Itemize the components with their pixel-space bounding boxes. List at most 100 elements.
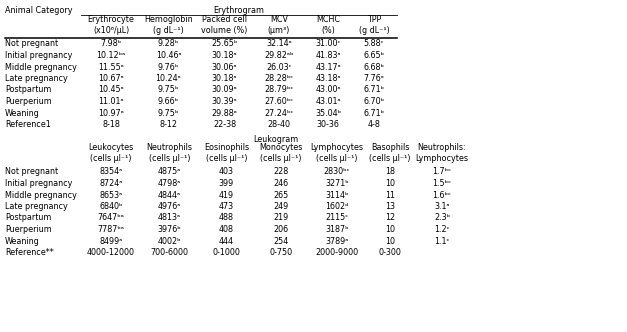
Text: Reference**: Reference** bbox=[5, 248, 54, 257]
Text: 10: 10 bbox=[385, 236, 395, 245]
Text: Monocytes
(cells μl⁻¹): Monocytes (cells μl⁻¹) bbox=[260, 143, 303, 163]
Text: 1.1ᶜ: 1.1ᶜ bbox=[435, 236, 450, 245]
Text: 9.75ᵇ: 9.75ᵇ bbox=[158, 86, 179, 95]
Text: 10.24ᵃ: 10.24ᵃ bbox=[155, 74, 181, 83]
Text: 10.67ᵃ: 10.67ᵃ bbox=[98, 74, 124, 83]
Text: 8724ᵃ: 8724ᵃ bbox=[99, 179, 123, 188]
Text: Not pregnant: Not pregnant bbox=[5, 40, 58, 48]
Text: Initial pregnancy: Initial pregnancy bbox=[5, 179, 72, 188]
Text: 30.39ᵃ: 30.39ᵃ bbox=[212, 97, 238, 106]
Text: Eosinophils
(cells μl⁻¹): Eosinophils (cells μl⁻¹) bbox=[204, 143, 249, 163]
Text: 11: 11 bbox=[385, 191, 395, 200]
Text: Erythrocyte
(x10⁶/μL): Erythrocyte (x10⁶/μL) bbox=[88, 16, 134, 35]
Text: 4844ᵃ: 4844ᵃ bbox=[158, 191, 181, 200]
Text: 254: 254 bbox=[273, 236, 288, 245]
Text: 2830ᵇᶜ: 2830ᵇᶜ bbox=[324, 168, 350, 177]
Text: 8499ᵃ: 8499ᵃ bbox=[99, 236, 123, 245]
Text: Leukogram: Leukogram bbox=[253, 135, 298, 144]
Text: 4002ᵇ: 4002ᵇ bbox=[157, 236, 181, 245]
Text: 29.88ᵃ: 29.88ᵃ bbox=[211, 109, 238, 118]
Text: 1.6ᵇᶜ: 1.6ᵇᶜ bbox=[433, 191, 451, 200]
Text: 8354ᵃ: 8354ᵃ bbox=[99, 168, 123, 177]
Text: 13: 13 bbox=[385, 202, 395, 211]
Text: 43.01ᵃ: 43.01ᵃ bbox=[315, 97, 341, 106]
Text: 399: 399 bbox=[219, 179, 234, 188]
Text: Weaning: Weaning bbox=[5, 236, 40, 245]
Text: 1.5ᵇᶜ: 1.5ᵇᶜ bbox=[433, 179, 451, 188]
Text: 10: 10 bbox=[385, 225, 395, 234]
Text: 43.17ᵃ: 43.17ᵃ bbox=[315, 62, 341, 71]
Text: Puerperium: Puerperium bbox=[5, 97, 52, 106]
Text: 3.1ᵃ: 3.1ᵃ bbox=[434, 202, 450, 211]
Text: 3976ᵇ: 3976ᵇ bbox=[157, 225, 181, 234]
Text: 9.28ᵇ: 9.28ᵇ bbox=[158, 40, 179, 48]
Text: 30.06ᵃ: 30.06ᵃ bbox=[212, 62, 237, 71]
Text: 6.70ᵇ: 6.70ᵇ bbox=[364, 97, 384, 106]
Text: 6.71ᵇ: 6.71ᵇ bbox=[364, 86, 384, 95]
Text: 444: 444 bbox=[219, 236, 234, 245]
Text: Leukocytes
(cells μl⁻¹): Leukocytes (cells μl⁻¹) bbox=[88, 143, 134, 163]
Text: 1.7ᵇᶜ: 1.7ᵇᶜ bbox=[433, 168, 451, 177]
Text: 0-1000: 0-1000 bbox=[213, 248, 240, 257]
Text: 10.46ᵃ: 10.46ᵃ bbox=[155, 51, 181, 60]
Text: Late pregnancy: Late pregnancy bbox=[5, 202, 68, 211]
Text: 10.97ᵃ: 10.97ᵃ bbox=[98, 109, 124, 118]
Text: 7787ᵇᵃ: 7787ᵇᵃ bbox=[98, 225, 125, 234]
Text: 30.18ᵃ: 30.18ᵃ bbox=[212, 51, 237, 60]
Text: 9.76ᵇ: 9.76ᵇ bbox=[158, 62, 179, 71]
Text: 2115ᶜ: 2115ᶜ bbox=[325, 213, 349, 222]
Text: Late pregnancy: Late pregnancy bbox=[5, 74, 68, 83]
Text: Middle pregnancy: Middle pregnancy bbox=[5, 191, 77, 200]
Text: 265: 265 bbox=[273, 191, 288, 200]
Text: TPP
(g dL⁻¹): TPP (g dL⁻¹) bbox=[359, 16, 389, 35]
Text: 30-36: 30-36 bbox=[317, 120, 339, 129]
Text: 35.04ᵇ: 35.04ᵇ bbox=[315, 109, 341, 118]
Text: 10.12ᵇᵃ: 10.12ᵇᵃ bbox=[97, 51, 125, 60]
Text: Puerperium: Puerperium bbox=[5, 225, 52, 234]
Text: 7647ᵇᵃ: 7647ᵇᵃ bbox=[98, 213, 124, 222]
Text: Basophils
(cells μl⁻¹): Basophils (cells μl⁻¹) bbox=[369, 143, 411, 163]
Text: 43.00ᵃ: 43.00ᵃ bbox=[315, 86, 341, 95]
Text: Erythrogram: Erythrogram bbox=[214, 6, 265, 15]
Text: 11.01ᵃ: 11.01ᵃ bbox=[98, 97, 124, 106]
Text: 4000-12000: 4000-12000 bbox=[87, 248, 135, 257]
Text: 28-40: 28-40 bbox=[268, 120, 290, 129]
Text: 2000-9000: 2000-9000 bbox=[315, 248, 359, 257]
Text: 11.55ᵃ: 11.55ᵃ bbox=[98, 62, 124, 71]
Text: Postpartum: Postpartum bbox=[5, 86, 51, 95]
Text: 32.14ᵃ: 32.14ᵃ bbox=[266, 40, 292, 48]
Text: 31.00ᶜ: 31.00ᶜ bbox=[315, 40, 340, 48]
Text: 10.45ᵃ: 10.45ᵃ bbox=[98, 86, 124, 95]
Text: 27.24ᵇᶜ: 27.24ᵇᶜ bbox=[265, 109, 293, 118]
Text: 4798ᵃ: 4798ᵃ bbox=[158, 179, 181, 188]
Text: Packed cell
volume (%): Packed cell volume (%) bbox=[201, 16, 248, 35]
Text: 408: 408 bbox=[219, 225, 234, 234]
Text: Not pregnant: Not pregnant bbox=[5, 168, 58, 177]
Text: 0-300: 0-300 bbox=[379, 248, 401, 257]
Text: Initial pregnancy: Initial pregnancy bbox=[5, 51, 72, 60]
Text: 8-18: 8-18 bbox=[102, 120, 120, 129]
Text: 6.68ᵇ: 6.68ᵇ bbox=[364, 62, 384, 71]
Text: MCV
(μm³): MCV (μm³) bbox=[268, 16, 290, 35]
Text: 1602ᵈ: 1602ᵈ bbox=[325, 202, 349, 211]
Text: 41.83ᵃ: 41.83ᵃ bbox=[315, 51, 341, 60]
Text: 7.98ᵇ: 7.98ᵇ bbox=[100, 40, 122, 48]
Text: 8653ᵃ: 8653ᵃ bbox=[99, 191, 123, 200]
Text: 25.65ᵇ: 25.65ᵇ bbox=[211, 40, 238, 48]
Text: 246: 246 bbox=[273, 179, 288, 188]
Text: 22-38: 22-38 bbox=[213, 120, 236, 129]
Text: 7.76ᵃ: 7.76ᵃ bbox=[364, 74, 384, 83]
Text: 3789ᵃ: 3789ᵃ bbox=[325, 236, 349, 245]
Text: 473: 473 bbox=[219, 202, 234, 211]
Text: 228: 228 bbox=[273, 168, 288, 177]
Text: 5.88ᶜ: 5.88ᶜ bbox=[364, 40, 384, 48]
Text: Lymphocytes
(cells μl⁻¹): Lymphocytes (cells μl⁻¹) bbox=[310, 143, 364, 163]
Text: 206: 206 bbox=[273, 225, 288, 234]
Text: 0-750: 0-750 bbox=[270, 248, 293, 257]
Text: 28.28ᵇᶜ: 28.28ᵇᶜ bbox=[265, 74, 293, 83]
Text: Neutrophils:
Lymphocytes: Neutrophils: Lymphocytes bbox=[416, 143, 468, 163]
Text: 488: 488 bbox=[219, 213, 234, 222]
Text: Postpartum: Postpartum bbox=[5, 213, 51, 222]
Text: 10: 10 bbox=[385, 179, 395, 188]
Text: 700-6000: 700-6000 bbox=[150, 248, 189, 257]
